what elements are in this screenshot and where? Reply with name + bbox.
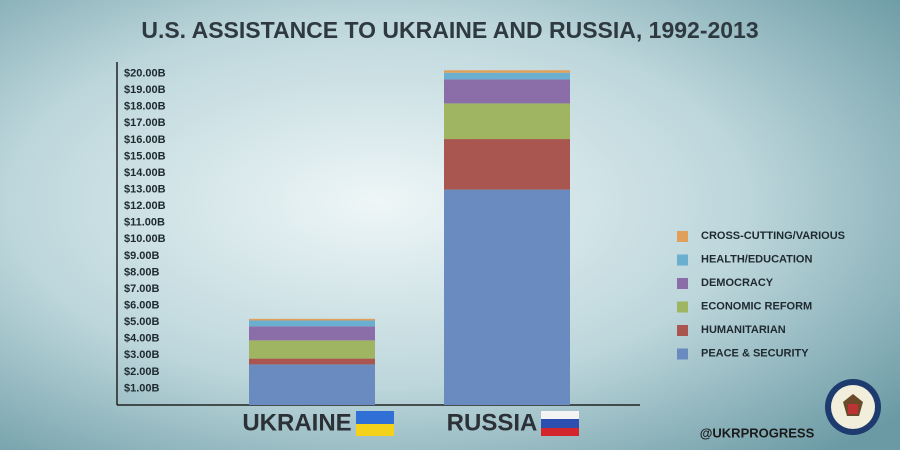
seal	[825, 379, 881, 435]
y-tick-label: $19.00B	[124, 84, 166, 96]
y-tick-label: $15.00B	[124, 150, 166, 162]
bar-segment	[444, 79, 570, 104]
y-tick-label: $14.00B	[124, 167, 166, 179]
credit: @UKRPROGRESS	[700, 425, 815, 440]
bar-segment	[444, 70, 570, 73]
y-tick-label: $2.00B	[124, 366, 160, 378]
legend-label: HUMANITARIAN	[701, 324, 786, 336]
y-tick-label: $13.00B	[124, 183, 166, 195]
bar-segment	[444, 139, 570, 190]
y-tick-label: $4.00B	[124, 333, 160, 345]
legend-swatch	[677, 278, 688, 289]
bar-segment	[249, 320, 375, 327]
y-tick-label: $20.00B	[124, 68, 166, 80]
legend-swatch	[677, 325, 688, 336]
bar-segment	[444, 189, 570, 405]
y-tick-label: $9.00B	[124, 250, 160, 262]
y-tick-label: $1.00B	[124, 382, 160, 394]
y-tick-label: $8.00B	[124, 266, 160, 278]
x-tick-label: RUSSIA	[447, 409, 538, 436]
legend-label: PEACE & SECURITY	[701, 347, 809, 359]
bar-segment	[444, 72, 570, 80]
legend-label: CROSS-CUTTING/VARIOUS	[701, 230, 845, 242]
legend-label: HEALTH/EDUCATION	[701, 253, 812, 265]
bar-segment	[444, 103, 570, 140]
legend-swatch	[677, 301, 688, 313]
y-tick-label: $3.00B	[124, 349, 160, 361]
chart-title: U.S. ASSISTANCE TO UKRAINE AND RUSSIA, 1…	[141, 17, 758, 43]
flag-russia	[541, 411, 579, 436]
y-tick-label: $6.00B	[124, 299, 160, 311]
legend-swatch	[677, 348, 688, 360]
y-tick-label: $10.00B	[124, 233, 166, 245]
legend-label: DEMOCRACY	[701, 277, 774, 289]
y-tick-label: $17.00B	[124, 117, 166, 129]
y-tick-label: $16.00B	[124, 134, 166, 146]
bar-segment	[249, 364, 375, 405]
bar-segment	[249, 326, 375, 341]
legend-label: ECONOMIC REFORM	[701, 300, 812, 312]
legend-swatch	[677, 254, 688, 266]
y-tick-label: $7.00B	[124, 283, 160, 295]
flag-ukraine	[356, 411, 394, 436]
y-tick-label: $12.00B	[124, 200, 166, 212]
legend-swatch	[677, 231, 688, 242]
y-tick-label: $11.00B	[124, 217, 165, 229]
bar-segment	[249, 358, 375, 365]
bar-segment	[249, 340, 375, 359]
bar-segment	[249, 318, 375, 321]
y-tick-label: $5.00B	[124, 316, 160, 328]
y-tick-label: $18.00B	[124, 101, 166, 113]
x-tick-label: UKRAINE	[242, 409, 351, 436]
